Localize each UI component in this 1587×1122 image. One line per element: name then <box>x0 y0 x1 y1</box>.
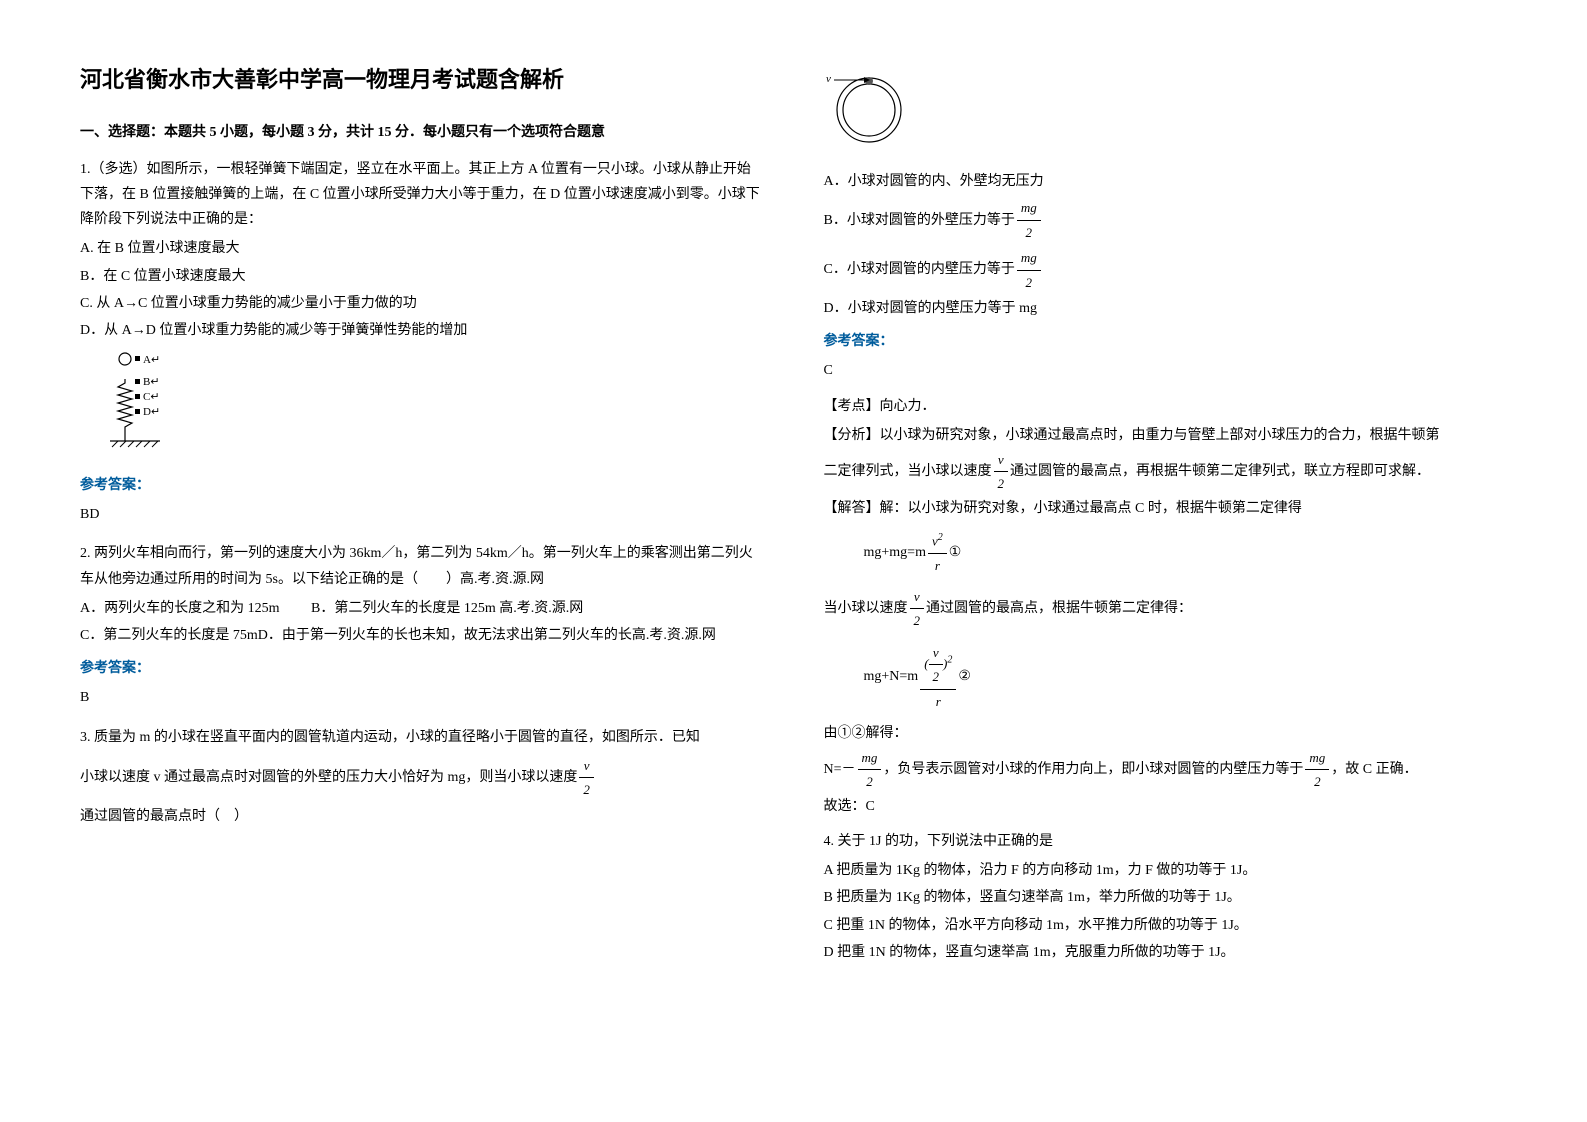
q1-option-c: C. 从 A→C 位置小球重力势能的减少量小于重力做的功 <box>80 291 764 316</box>
q2-stem: 2. 两列火车相向而行，第一列的速度大小为 36km／h，第二列为 54km／h… <box>80 541 764 591</box>
q2-option-b: B．第二列火车的长度是 125m 高.考.资.源.网 <box>311 601 583 616</box>
fraction-vhalf2-over-r: (v2)2 r <box>920 641 956 713</box>
q3-analysis-post2: 通过圆管的最高点，再根据牛顿第二定律列式，联立方程即可求解． <box>1010 459 1430 484</box>
q1-answer: BD <box>80 502 764 527</box>
q3-option-b: B．小球对圆管的外壁压力等于 mg 2 <box>824 196 1508 244</box>
q3-option-c: C．小球对圆管的内壁压力等于 mg 2 <box>824 246 1508 294</box>
right-column: v A．小球对圆管的内、外壁均无压力 B．小球对圆管的外壁压力等于 mg 2 C… <box>824 60 1508 1062</box>
section-header: 一、选择题：本题共 5 小题，每小题 3 分，共计 15 分．每小题只有一个选项… <box>80 120 764 145</box>
q4-option-d: D 把重 1N 的物体，竖直匀速举高 1m，克服重力所做的功等于 1J。 <box>824 940 1508 965</box>
q3-solve-mid-pre: 当小球以速度 <box>824 596 908 621</box>
q3-eq2-left: mg+N=m <box>864 664 919 689</box>
q3-stem-p2-post: 通过圆管的最高点时（ ） <box>80 804 248 829</box>
left-column: 河北省衡水市大善彰中学高一物理月考试题含解析 一、选择题：本题共 5 小题，每小… <box>80 60 764 1062</box>
question-2: 2. 两列火车相向而行，第一列的速度大小为 36km／h，第二列为 54km／h… <box>80 541 764 710</box>
q1-answer-label: 参考答案： <box>80 473 764 498</box>
q3-combine: 由①②解得： <box>824 721 1508 746</box>
fraction-v-over-2: v 2 <box>579 754 594 802</box>
q3-solve-intro: 【解答】解：以小球为研究对象，小球通过最高点 C 时，根据牛顿第二定律得 <box>824 496 1508 521</box>
q3-analysis-pre2: 二定律列式，当小球以速度 <box>824 459 992 484</box>
q3-result-pre: N=－ <box>824 757 856 782</box>
fraction-mg-over-2-r2: mg 2 <box>1305 746 1329 794</box>
q1-stem: 1.（多选）如图所示，一根轻弹簧下端固定，竖立在水平面上。其正上方 A 位置有一… <box>80 157 764 233</box>
q4-option-c: C 把重 1N 的物体，沿水平方向移动 1m，水平推力所做的功等于 1J。 <box>824 913 1508 938</box>
q1-option-b: B．在 C 位置小球速度最大 <box>80 264 764 289</box>
q4-option-b: B 把质量为 1Kg 的物体，竖直匀速举高 1m，举力所做的功等于 1J。 <box>824 885 1508 910</box>
q3-eq1-circ: ① <box>949 540 962 565</box>
q3-result-post: ，故 C 正确． <box>1331 757 1417 782</box>
svg-text:D↵: D↵ <box>143 406 160 418</box>
q3-option-a: A．小球对圆管的内、外壁均无压力 <box>824 169 1508 194</box>
svg-text:B↵: B↵ <box>143 376 160 388</box>
tube-diagram: v <box>824 60 1508 159</box>
q1-option-a: A. 在 B 位置小球速度最大 <box>80 236 764 261</box>
fraction-mg-over-2-r1: mg 2 <box>858 746 882 794</box>
q3-stem-p2-pre: 小球以速度 v 通过最高点时对圆管的外壁的压力大小恰好为 mg，则当小球以速度 <box>80 765 577 790</box>
question-4: 4. 关于 1J 的功，下列说法中正确的是 A 把质量为 1Kg 的物体，沿力 … <box>824 829 1508 965</box>
q3-eq1: mg+mg=m v2 r ① <box>864 529 1508 577</box>
q3-result-mid: ，负号表示圆管对小球的作用力向上，即小球对圆管的内壁压力等于 <box>883 757 1303 782</box>
q3-stem-p1: 3. 质量为 m 的小球在竖直平面内的圆管轨道内运动，小球的直径略小于圆管的直径… <box>80 725 764 750</box>
q3-analysis-line2: 二定律列式，当小球以速度 v 2 通过圆管的最高点，再根据牛顿第二定律列式，联立… <box>824 448 1508 496</box>
q2-option-ab: A．两列火车的长度之和为 125m B．第二列火车的长度是 125m 高.考.资… <box>80 596 764 621</box>
q3-solve-mid-post: 通过圆管的最高点，根据牛顿第二定律得： <box>926 596 1192 621</box>
q3-analysis-intro: 【分析】以小球为研究对象，小球通过最高点时，由重力与管壁上部对小球压力的合力，根… <box>824 423 1508 448</box>
q3-option-d: D．小球对圆管的内壁压力等于 mg <box>824 296 1508 321</box>
q1-option-d: D．从 A→D 位置小球重力势能的减少等于弹簧弹性势能的增加 <box>80 318 764 343</box>
q3-eq2-circ: ② <box>958 664 971 689</box>
question-1: 1.（多选）如图所示，一根轻弹簧下端固定，竖立在水平面上。其正上方 A 位置有一… <box>80 157 764 528</box>
fraction-v2-over-r: v2 r <box>928 529 947 577</box>
q3-answer: C <box>824 358 1508 383</box>
q2-option-cd: C．第二列火车的长度是 75mD．由于第一列火车的长也未知，故无法求出第二列火车… <box>80 623 764 648</box>
fraction-mg-over-2-b: mg 2 <box>1017 196 1041 244</box>
q3-eq1-left: mg+mg=m <box>864 540 926 565</box>
q2-answer: B <box>80 685 764 710</box>
svg-text:C↵: C↵ <box>143 391 160 403</box>
q3-result: N=－ mg 2 ，负号表示圆管对小球的作用力向上，即小球对圆管的内壁压力等于 … <box>824 746 1508 794</box>
q3-analysis-point: 【考点】向心力． <box>824 394 1508 419</box>
document-title: 河北省衡水市大善彰中学高一物理月考试题含解析 <box>80 60 764 100</box>
q3-optc-pre: C．小球对圆管的内壁压力等于 <box>824 257 1015 282</box>
fraction-mg-over-2-c: mg 2 <box>1017 246 1041 294</box>
q2-option-a: A．两列火车的长度之和为 125m <box>80 601 280 616</box>
svg-text:A↵: A↵ <box>143 354 160 366</box>
q3-answer-label: 参考答案： <box>824 329 1508 354</box>
q2-answer-label: 参考答案： <box>80 656 764 681</box>
q3-stem-p2: 小球以速度 v 通过最高点时对圆管的外壁的压力大小恰好为 mg，则当小球以速度 … <box>80 754 764 829</box>
q3-optb-pre: B．小球对圆管的外壁压力等于 <box>824 208 1015 233</box>
spring-diagram: A↵ B↵ C↵ D↵ <box>110 351 764 461</box>
q3-final: 故选：C <box>824 794 1508 819</box>
fraction-v-over-2-an: v 2 <box>994 448 1009 496</box>
q4-option-a: A 把质量为 1Kg 的物体，沿力 F 的方向移动 1m，力 F 做的功等于 1… <box>824 858 1508 883</box>
q4-stem: 4. 关于 1J 的功，下列说法中正确的是 <box>824 829 1508 854</box>
q3-solve-mid: 当小球以速度 v 2 通过圆管的最高点，根据牛顿第二定律得： <box>824 585 1508 633</box>
q3-eq2: mg+N=m (v2)2 r ② <box>864 641 1508 713</box>
svg-text:v: v <box>826 73 831 85</box>
fraction-v-over-2-mid: v 2 <box>910 585 925 633</box>
question-3-stem: 3. 质量为 m 的小球在竖直平面内的圆管轨道内运动，小球的直径略小于圆管的直径… <box>80 725 764 829</box>
